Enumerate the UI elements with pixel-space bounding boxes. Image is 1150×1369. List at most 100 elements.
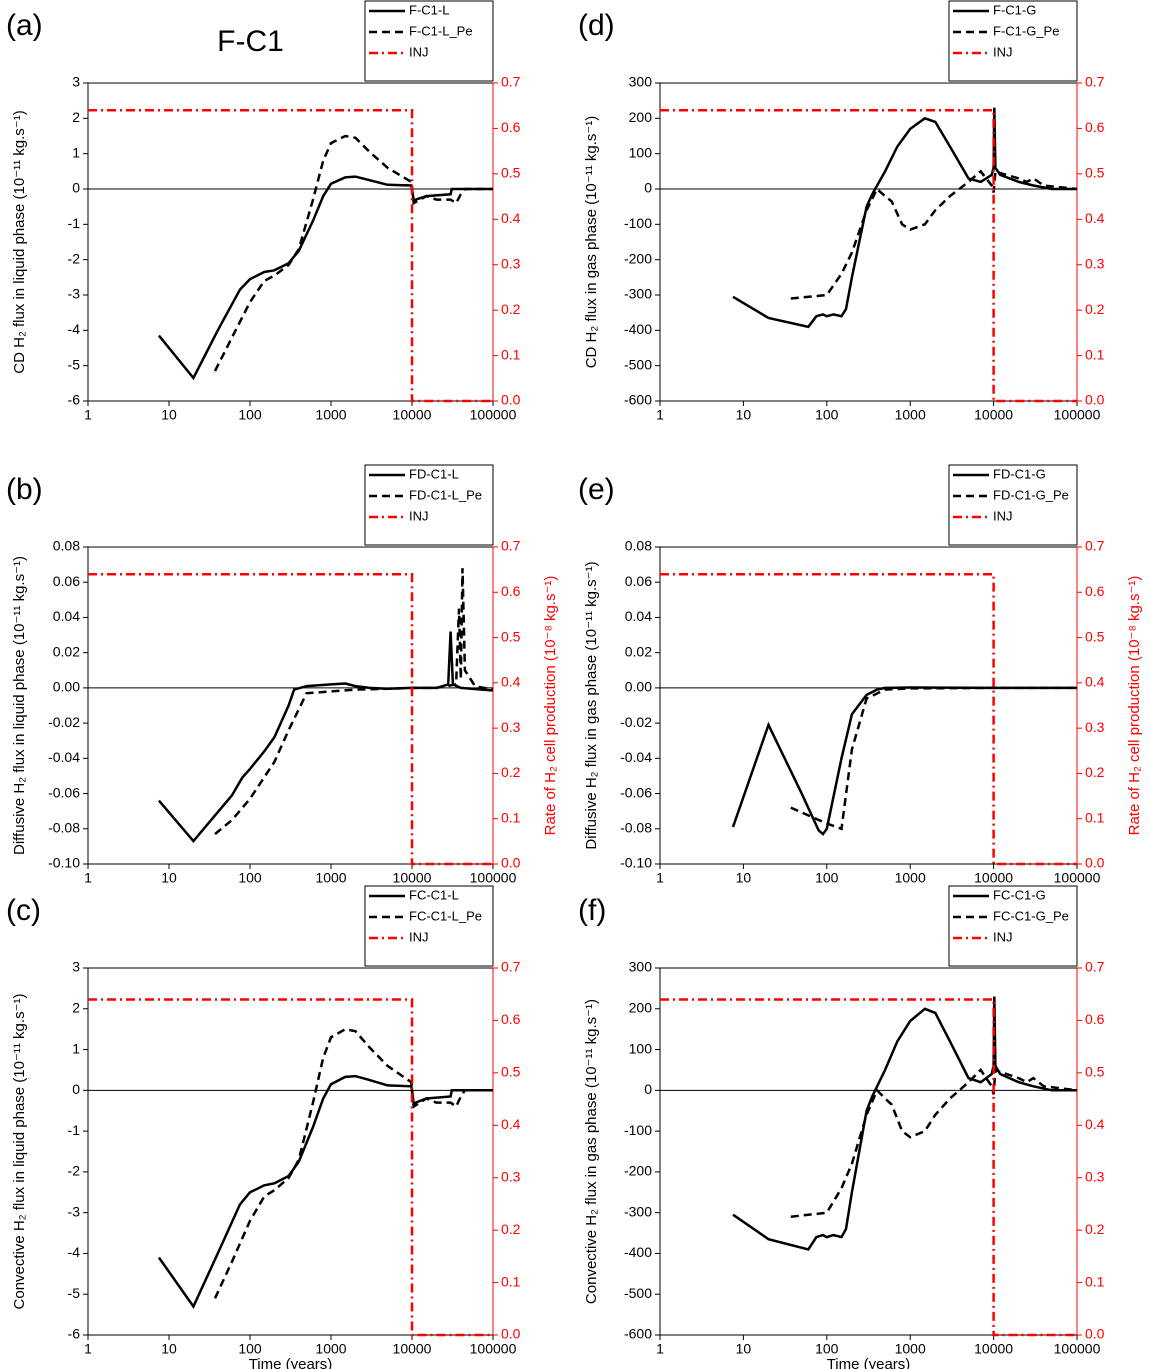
y-tick-label: -0.04	[620, 749, 652, 765]
legend-box	[364, 885, 494, 967]
y-tick-label: 1	[72, 1040, 80, 1056]
y2-tick-label: 0.1	[1085, 809, 1105, 825]
y2-tick-label: 0.2	[501, 764, 521, 780]
y2-tick-label: 0.5	[1085, 165, 1105, 181]
x-tick-label: 100	[815, 407, 839, 423]
y2-tick-label: 0.3	[1085, 1168, 1105, 1184]
y-tick-label: 2	[72, 109, 80, 125]
y-tick-label: 0.02	[53, 643, 80, 659]
x-tick-label: 10000	[974, 870, 1013, 886]
y-tick-label: 0.04	[53, 608, 80, 624]
y-tick-label: -400	[624, 1244, 652, 1260]
y-tick-label: 3	[72, 74, 80, 90]
series-line	[660, 572, 1077, 866]
legend-label: FD-C1-G	[993, 466, 1046, 481]
x-tick-label: 10	[736, 407, 752, 423]
series-line	[731, 686, 1077, 836]
legend-label: F-C1-G_Pe	[993, 23, 1059, 38]
y-tick-label: 0	[644, 180, 652, 196]
y-tick-label: 0.04	[625, 608, 652, 624]
series-line	[88, 572, 493, 866]
y2-tick-label: 0.7	[501, 538, 521, 554]
y-tick-label: 0.08	[625, 538, 652, 554]
y2-tick-label: 0.2	[1085, 1221, 1105, 1237]
y2-tick-label: 0.1	[1085, 1273, 1105, 1289]
legend-label: F-C1-L	[409, 2, 449, 17]
y2-tick-label: 0.7	[1085, 538, 1105, 554]
y-axis-label: CD H₂ flux in liquid phase (10⁻¹¹ kg.s⁻¹…	[11, 110, 28, 373]
legend-label: INJ	[993, 508, 1013, 523]
x-tick-label: 10000	[393, 870, 432, 886]
y-axis-label: Diffusive H₂ flux in liquid phase (10⁻¹¹…	[11, 556, 28, 855]
y-tick-label: -0.06	[620, 784, 652, 800]
x-tick-label: 100	[238, 870, 262, 886]
y-tick-label: -0.02	[48, 714, 80, 730]
y2-tick-label: 0.0	[1085, 392, 1105, 408]
x-tick-label: 100000	[1054, 870, 1101, 886]
y-tick-label: -300	[624, 286, 652, 302]
y-tick-label: -4	[68, 321, 81, 337]
panel-label: (f)	[578, 894, 606, 927]
y2-tick-label: 0.0	[501, 1326, 521, 1342]
y2-tick-label: 0.3	[501, 255, 521, 271]
y-tick-label: -6	[68, 392, 81, 408]
y-tick-label: -500	[624, 1285, 652, 1301]
y2-tick-label: 0.0	[1085, 855, 1105, 871]
series-line	[660, 998, 1077, 1337]
y-tick-label: -1	[68, 1122, 81, 1138]
y2-tick-label: 0.6	[501, 583, 521, 599]
y-tick-label: -0.02	[620, 714, 652, 730]
series-line	[88, 998, 493, 1337]
x-tick-label: 10000	[393, 1341, 432, 1357]
x-tick-label: 100000	[1054, 407, 1101, 423]
x-tick-label: 100	[815, 870, 839, 886]
y-axis-label: Convective H₂ flux in liquid phase (10⁻¹…	[11, 994, 28, 1310]
legend-label: FC-C1-G	[993, 887, 1046, 902]
y2-tick-label: 0.1	[501, 346, 521, 362]
y-tick-label: -2	[68, 1163, 81, 1179]
series-line	[157, 175, 493, 381]
y2-tick-label: 0.2	[1085, 301, 1105, 317]
legend-box	[364, 464, 494, 546]
y-tick-label: -0.04	[48, 749, 80, 765]
y2-tick-label: 0.3	[1085, 255, 1105, 271]
panel-label: (e)	[578, 473, 615, 506]
y2-tick-label: 0.5	[501, 1064, 521, 1080]
y2-tick-label: 0.6	[501, 119, 521, 135]
y-tick-label: -0.10	[48, 855, 80, 871]
x-axis-label: Time (years)	[249, 1356, 333, 1369]
y-tick-label: -5	[68, 1285, 81, 1301]
legend-label: FC-C1-L	[409, 887, 459, 902]
series-line	[732, 107, 1077, 329]
y-tick-label: 200	[629, 109, 653, 125]
x-tick-label: 10	[736, 1341, 752, 1357]
series-line	[790, 686, 1077, 831]
legend-box	[948, 0, 1078, 82]
legend-box	[948, 464, 1078, 546]
y-tick-label: -4	[68, 1244, 81, 1260]
x-tick-label: 1000	[315, 1341, 346, 1357]
y-tick-label: -500	[624, 356, 652, 372]
y-tick-label: -1	[68, 215, 81, 231]
y-tick-label: 0.08	[53, 538, 80, 554]
y-tick-label: 300	[629, 74, 653, 90]
y-tick-label: 3	[72, 959, 80, 975]
y-tick-label: -5	[68, 356, 81, 372]
y2-tick-label: 0.1	[501, 809, 521, 825]
y-tick-label: -100	[624, 1122, 652, 1138]
y2-tick-label: 0.0	[501, 855, 521, 871]
x-tick-label: 1	[656, 1341, 664, 1357]
y2-tick-label: 0.7	[1085, 959, 1105, 975]
y-tick-label: 0.06	[53, 573, 80, 589]
x-tick-label: 1	[656, 870, 664, 886]
panel-label: (d)	[578, 9, 615, 42]
x-tick-label: 1000	[895, 1341, 926, 1357]
x-tick-label: 10	[736, 870, 752, 886]
y2-tick-label: 0.1	[1085, 346, 1105, 362]
y2-tick-label: 0.6	[501, 1011, 521, 1027]
y2-tick-label: 0.5	[1085, 1064, 1105, 1080]
y-axis-label: CD H₂ flux in gas phase (10⁻¹¹ kg.s⁻¹)	[583, 116, 600, 369]
x-tick-label: 1000	[315, 407, 346, 423]
y-tick-label: -0.10	[620, 855, 652, 871]
y2-tick-label: 0.4	[1085, 1116, 1105, 1132]
